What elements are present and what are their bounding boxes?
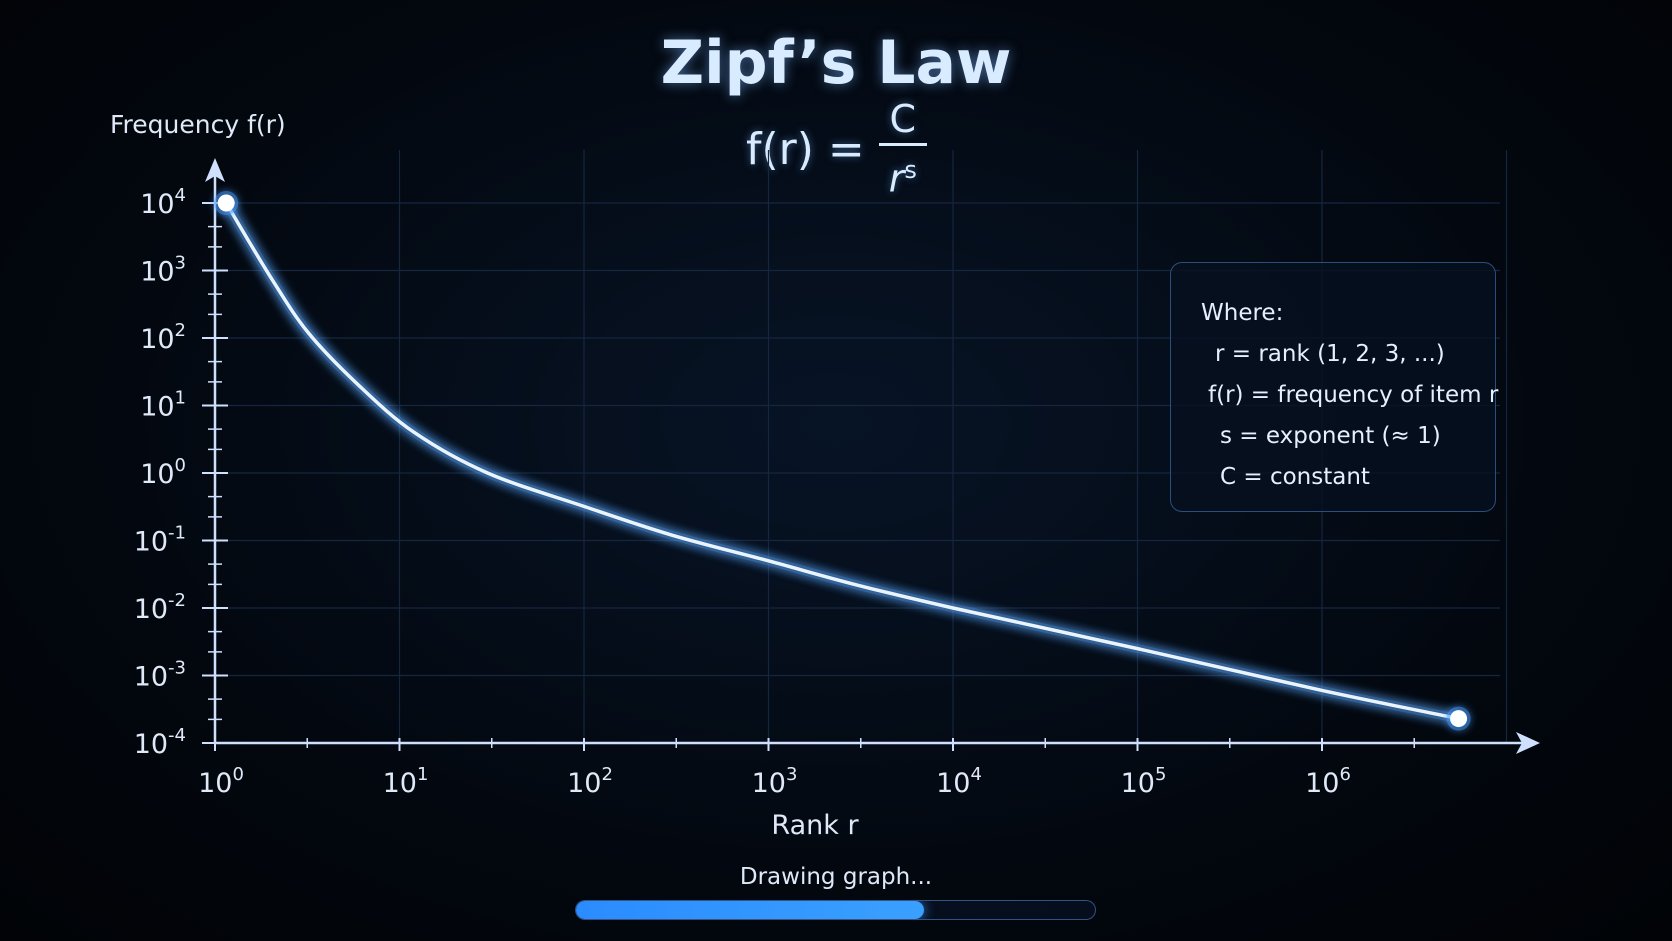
- y-tick-label: 104: [140, 185, 186, 220]
- x-tick-label: 106: [1305, 764, 1351, 799]
- formula-fraction: C rs: [878, 97, 927, 199]
- y-tick-label: 10-3: [134, 658, 186, 693]
- tick-labels: 104 103 102 101 100 10-1 10-2 10-3 10-4 100 101 102…: [134, 185, 1351, 799]
- y-axis-arrow: [205, 158, 225, 182]
- endpoint-point: [1450, 710, 1468, 728]
- formula-denominator-base: r: [888, 156, 905, 201]
- x-tick-label: 103: [752, 764, 798, 799]
- zipf-formula: f(r) = C rs: [746, 99, 927, 199]
- x-tick-label: 101: [383, 764, 429, 799]
- x-tick-label: 102: [567, 764, 613, 799]
- formula-lhs: f(r) =: [746, 123, 865, 175]
- y-tick-label: 10-2: [134, 590, 186, 625]
- y-tick-label: 102: [140, 320, 186, 355]
- progress-bar-fill: [576, 901, 924, 919]
- x-tick-label: 104: [936, 764, 982, 799]
- legend-line-frequency: f(r) = frequency of item r: [1208, 382, 1499, 408]
- y-axis-label: Frequency f(r): [110, 110, 286, 139]
- y-tick-label: 10-4: [134, 725, 186, 760]
- x-tick-label: 100: [198, 764, 244, 799]
- series-line: [224, 202, 1459, 721]
- formula-numerator: C: [889, 97, 917, 142]
- y-tick-label: 10-1: [134, 523, 186, 558]
- legend-line-rank: r = rank (1, 2, 3, ...): [1215, 341, 1445, 367]
- fraction-bar: [878, 143, 927, 147]
- x-axis-label: Rank r: [771, 810, 859, 841]
- formula-denominator: rs: [889, 150, 917, 199]
- legend-heading: Where:: [1201, 300, 1284, 326]
- x-tick-label: 105: [1121, 764, 1167, 799]
- y-tick-label: 100: [140, 455, 186, 490]
- status-label: Drawing graph...: [739, 864, 933, 890]
- legend-line-constant: C = constant: [1220, 464, 1370, 490]
- x-axis-arrow: [1516, 732, 1540, 754]
- legend-line-exponent: s = exponent (≈ 1): [1220, 423, 1441, 449]
- formula-denominator-exponent: s: [904, 156, 917, 185]
- y-tick-label: 101: [140, 388, 186, 423]
- series: [214, 191, 1471, 731]
- y-tick-label: 103: [140, 253, 186, 288]
- chart-title: Zipf’s Law: [660, 28, 1012, 98]
- endpoint-point: [217, 194, 235, 212]
- axes: [202, 158, 1540, 754]
- progress-bar: [575, 900, 1096, 920]
- legend-box: Where: r = rank (1, 2, 3, ...) f(r) = fr…: [1170, 262, 1499, 512]
